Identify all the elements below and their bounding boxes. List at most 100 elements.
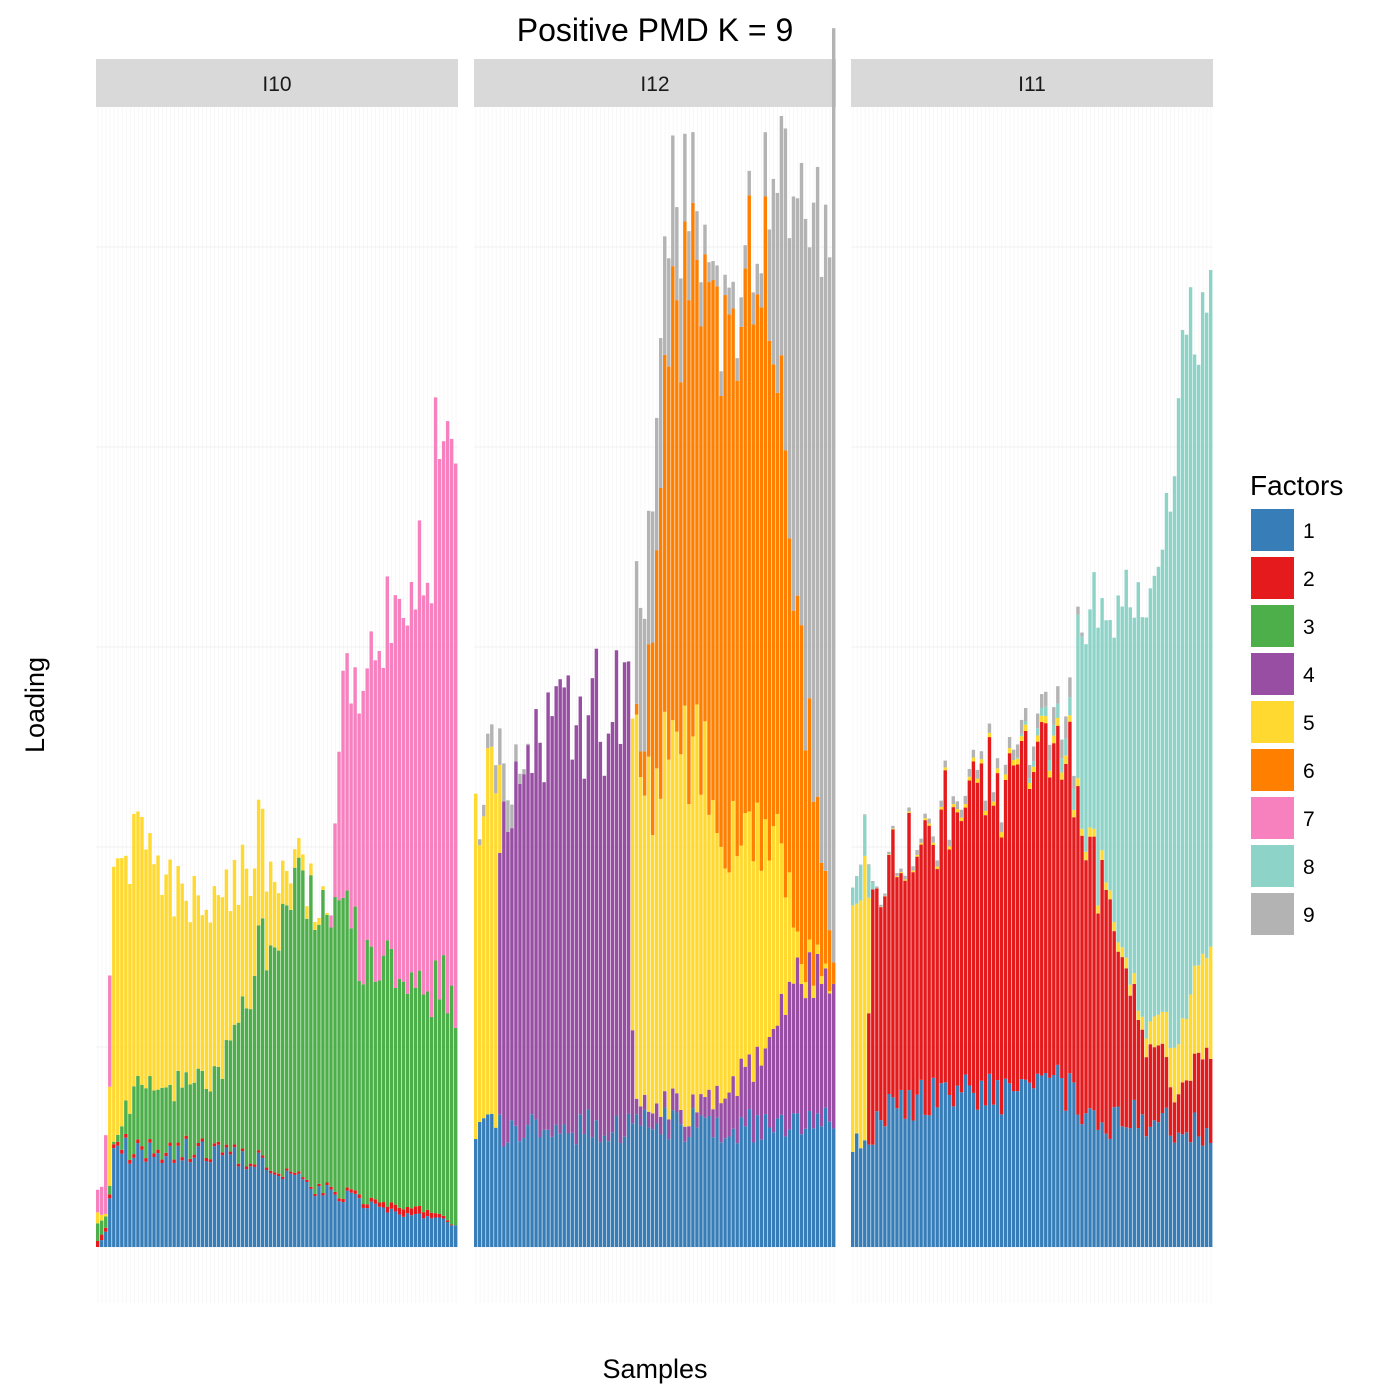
bar-segment-factor-2 bbox=[148, 1139, 152, 1143]
bar-segment-factor-1 bbox=[381, 1207, 385, 1247]
bar-segment-factor-1 bbox=[272, 1174, 277, 1247]
bar-segment-factor-8 bbox=[1116, 595, 1120, 943]
bar-segment-factor-1 bbox=[867, 1144, 871, 1247]
bar-segment-factor-1 bbox=[546, 1129, 550, 1247]
bar-segment-factor-1 bbox=[1112, 1107, 1116, 1247]
bar-segment-factor-5 bbox=[1180, 1018, 1185, 1083]
bar-segment-factor-1 bbox=[755, 1115, 759, 1247]
bar-segment-factor-5 bbox=[136, 811, 140, 1076]
bar-segment-factor-7 bbox=[333, 823, 337, 898]
bar-segment-factor-4 bbox=[522, 774, 526, 1139]
bar-segment-factor-1 bbox=[413, 1214, 418, 1247]
bar-segment-factor-3 bbox=[361, 984, 365, 1205]
bar-segment-factor-5 bbox=[264, 891, 269, 971]
bar-segment-factor-3 bbox=[357, 981, 361, 1195]
bar-segment-factor-9 bbox=[1019, 719, 1024, 734]
bar-segment-factor-2 bbox=[887, 854, 891, 1095]
bar-segment-factor-1 bbox=[975, 1109, 980, 1247]
bar-segment-factor-2 bbox=[1152, 1047, 1157, 1121]
bar-segment-factor-4 bbox=[538, 742, 542, 1138]
bar-segment-factor-7 bbox=[397, 598, 402, 979]
bar-segment-factor-9 bbox=[478, 839, 482, 846]
bar-segment-factor-2 bbox=[1204, 1047, 1209, 1129]
bar-segment-factor-2 bbox=[1108, 899, 1112, 1139]
bar-segment-factor-1 bbox=[562, 1124, 566, 1247]
bar-segment-factor-9 bbox=[1076, 606, 1080, 615]
bar-segment-factor-5 bbox=[723, 868, 727, 1099]
bar-segment-factor-4 bbox=[691, 1094, 695, 1109]
bar-segment-factor-3 bbox=[208, 1091, 213, 1160]
bar-segment-factor-1 bbox=[401, 1216, 406, 1247]
bar-segment-factor-9 bbox=[923, 813, 927, 819]
bar-segment-factor-2 bbox=[268, 1170, 273, 1174]
bar-segment-factor-5 bbox=[699, 794, 703, 1095]
bar-segment-factor-1 bbox=[220, 1155, 225, 1247]
bar-segment-factor-1 bbox=[1184, 1132, 1189, 1247]
bar-segment-factor-2 bbox=[959, 821, 964, 1093]
bar-segment-factor-2 bbox=[1192, 1053, 1197, 1113]
bar-segment-factor-5 bbox=[1019, 736, 1024, 742]
bar-segment-factor-5 bbox=[951, 804, 955, 808]
bar-segment-factor-4 bbox=[638, 1106, 643, 1126]
bar-segment-factor-2 bbox=[401, 1209, 406, 1217]
bar-segment-factor-2 bbox=[144, 1158, 148, 1162]
legend-label-9: 9 bbox=[1303, 904, 1315, 927]
bar-segment-factor-1 bbox=[763, 1114, 768, 1247]
bar-segment-factor-9 bbox=[791, 196, 796, 611]
bar-segment-factor-5 bbox=[1052, 735, 1056, 744]
bar-segment-factor-1 bbox=[1064, 1110, 1068, 1247]
bar-segment-factor-2 bbox=[943, 770, 947, 1083]
bar-segment-factor-5 bbox=[289, 883, 293, 910]
bar-segment-factor-5 bbox=[212, 886, 217, 1067]
panel-i11: I11 bbox=[851, 59, 1213, 1303]
bar-segment-factor-8 bbox=[1204, 312, 1209, 959]
bar-segment-factor-4 bbox=[723, 1098, 727, 1139]
bar-segment-factor-1 bbox=[1120, 1126, 1124, 1247]
bar-segment-factor-9 bbox=[490, 724, 494, 747]
bar-segment-factor-2 bbox=[975, 782, 980, 1110]
bar-segment-factor-1 bbox=[148, 1142, 152, 1247]
bar-segment-factor-8 bbox=[1036, 728, 1040, 736]
bar-segment-factor-1 bbox=[614, 1115, 619, 1247]
bar-segment-factor-1 bbox=[683, 1141, 687, 1247]
bar-segment-factor-6 bbox=[691, 202, 695, 737]
bar-segment-factor-6 bbox=[731, 308, 735, 801]
bar-segment-factor-2 bbox=[260, 1155, 265, 1158]
bar-segment-factor-4 bbox=[614, 650, 619, 1116]
bar-segment-factor-9 bbox=[819, 276, 824, 863]
bar-segment-factor-7 bbox=[441, 441, 446, 956]
bar-segment-factor-4 bbox=[534, 709, 538, 1120]
bar-segment-factor-5 bbox=[1027, 783, 1032, 789]
bar-segment-factor-2 bbox=[1088, 836, 1092, 1109]
bar-segment-factor-5 bbox=[855, 903, 859, 1134]
facet-panels: I10 I12 I11 bbox=[96, 28, 1213, 1303]
bar-segment-factor-2 bbox=[429, 1212, 434, 1219]
bar-segment-factor-9 bbox=[827, 257, 832, 931]
bar-segment-factor-1 bbox=[711, 1137, 715, 1247]
bar-segment-factor-5 bbox=[915, 854, 919, 857]
bar-segment-factor-2 bbox=[252, 1164, 257, 1167]
bar-segment-factor-8 bbox=[1148, 588, 1153, 1022]
bar-segment-factor-1 bbox=[875, 1111, 879, 1247]
bar-segment-factor-5 bbox=[1092, 828, 1096, 837]
bar-segment-factor-2 bbox=[337, 1198, 341, 1202]
bar-segment-factor-5 bbox=[1100, 850, 1104, 860]
bar-segment-factor-1 bbox=[244, 1169, 249, 1247]
bar-segment-factor-1 bbox=[293, 1174, 297, 1247]
bar-segment-factor-1 bbox=[1088, 1108, 1092, 1247]
bar-segment-factor-1 bbox=[811, 1128, 816, 1247]
bar-segment-factor-4 bbox=[546, 692, 550, 1130]
bar-segment-factor-2 bbox=[309, 1186, 313, 1189]
bar-segment-factor-7 bbox=[377, 651, 381, 981]
bar-segment-factor-1 bbox=[281, 1178, 285, 1247]
bar-segment-factor-3 bbox=[345, 890, 349, 1188]
bar-segment-factor-1 bbox=[646, 1127, 651, 1247]
bar-segment-factor-8 bbox=[1048, 760, 1052, 771]
bar-segment-factor-1 bbox=[703, 1117, 707, 1247]
bar-segment-factor-5 bbox=[703, 721, 707, 1098]
bar-segment-factor-5 bbox=[811, 985, 816, 998]
bar-segment-factor-1 bbox=[610, 1132, 615, 1247]
bar-segment-factor-6 bbox=[783, 450, 788, 898]
bar-segment-factor-4 bbox=[675, 1093, 679, 1113]
bar-segment-factor-9 bbox=[642, 618, 647, 752]
